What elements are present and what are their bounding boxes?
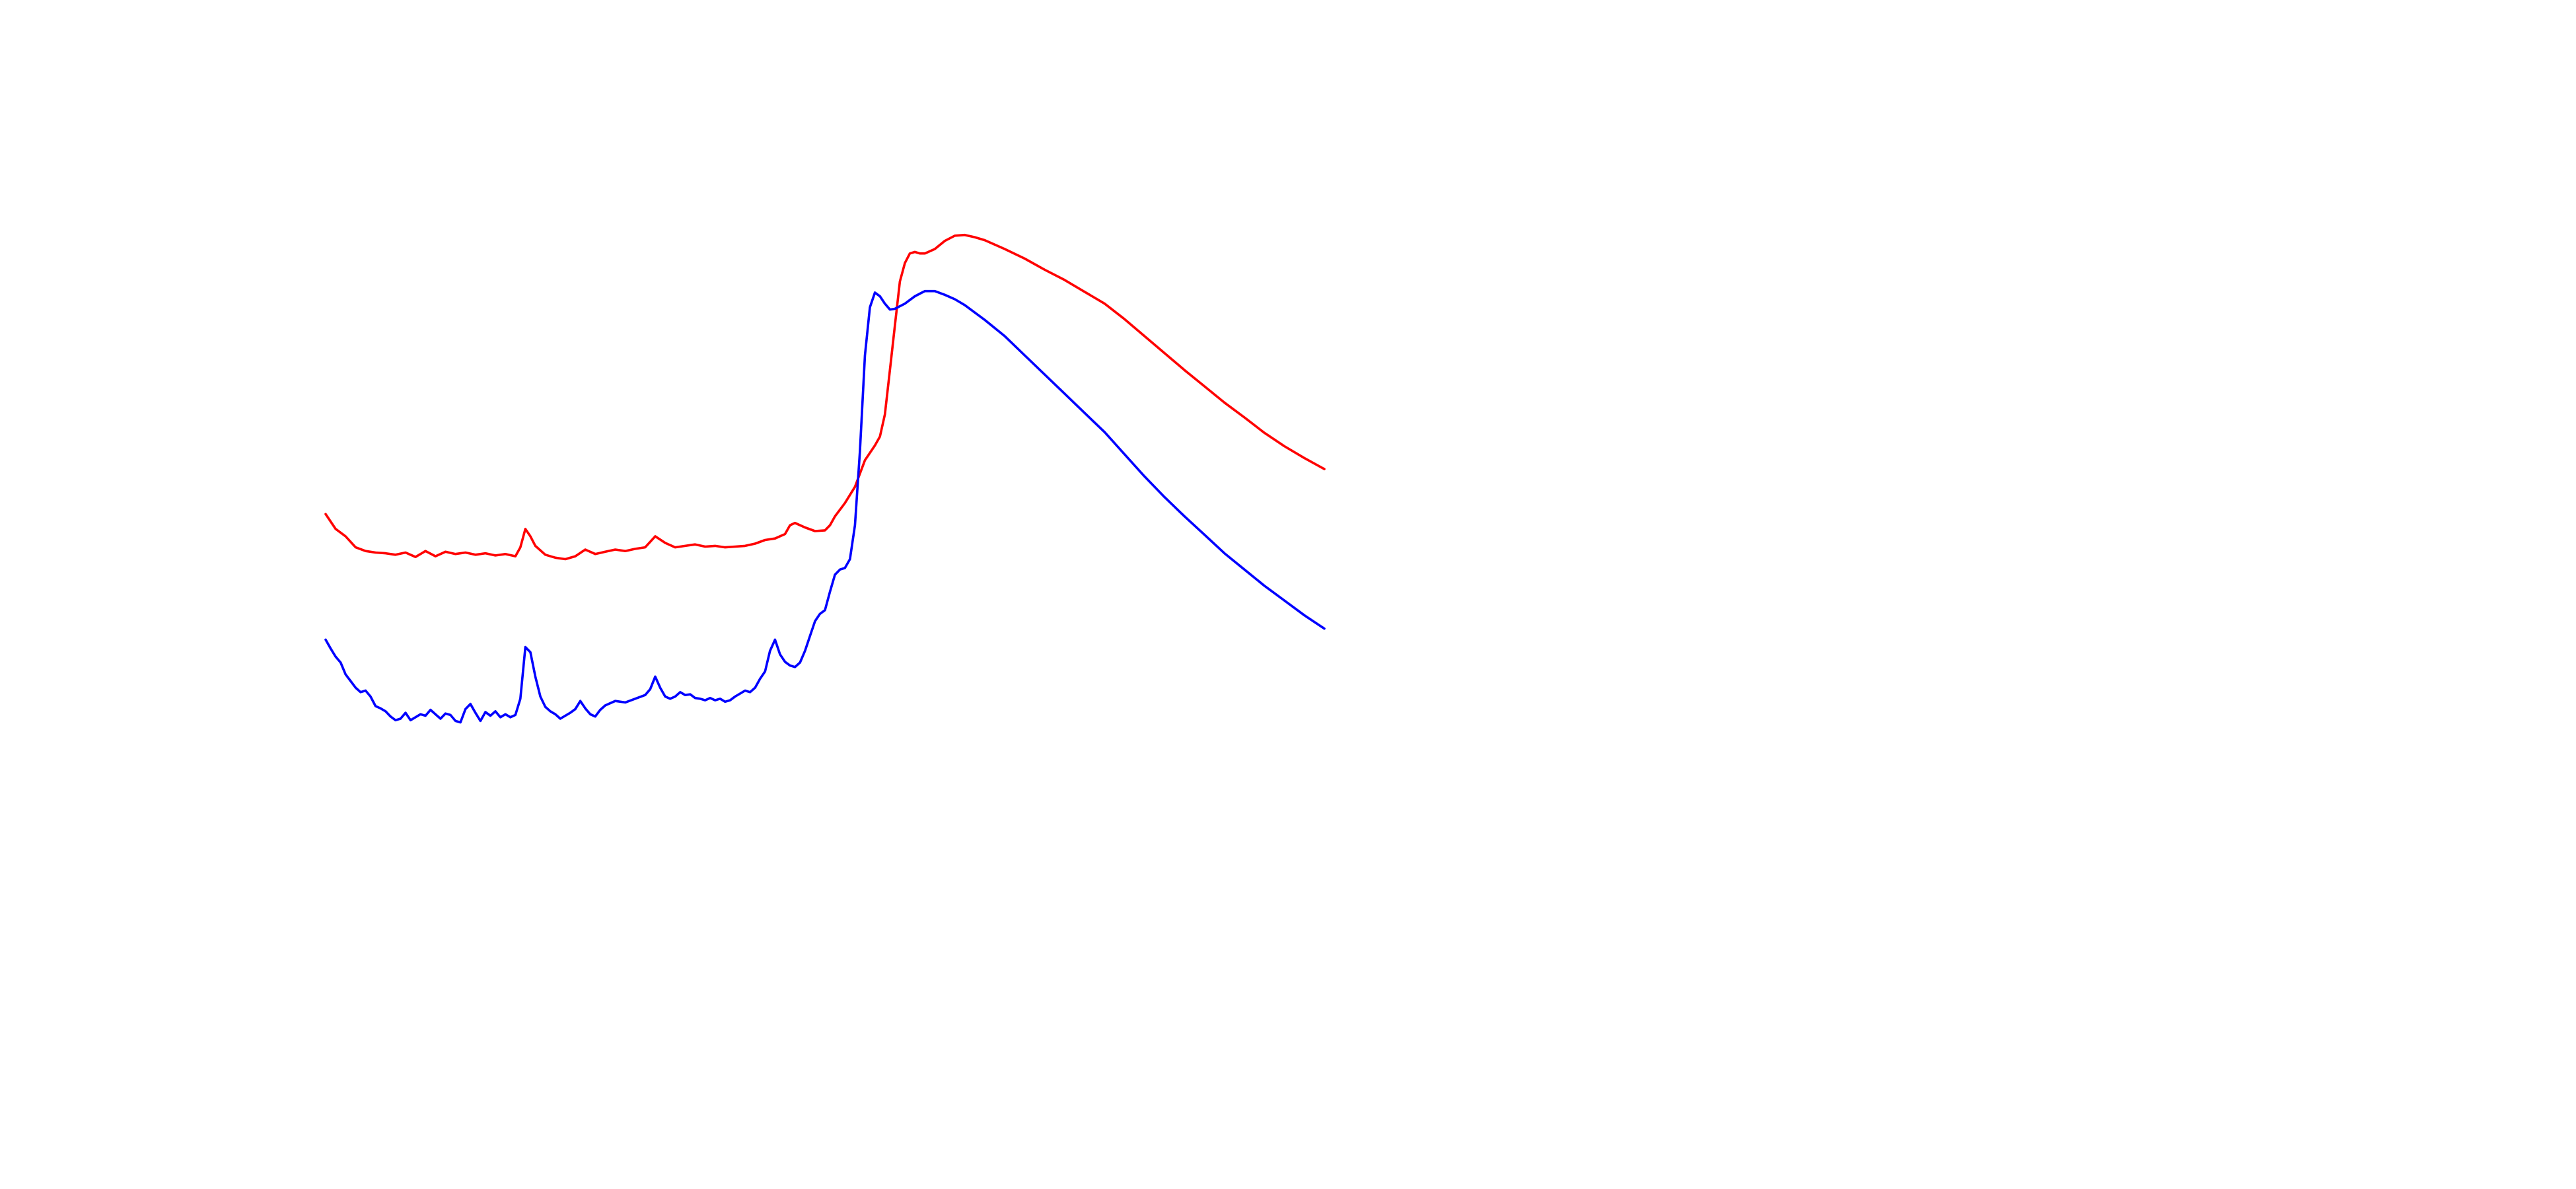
series-line-2	[324, 289, 1326, 724]
series-layer	[324, 233, 1326, 724]
series-line-1	[324, 233, 1326, 561]
